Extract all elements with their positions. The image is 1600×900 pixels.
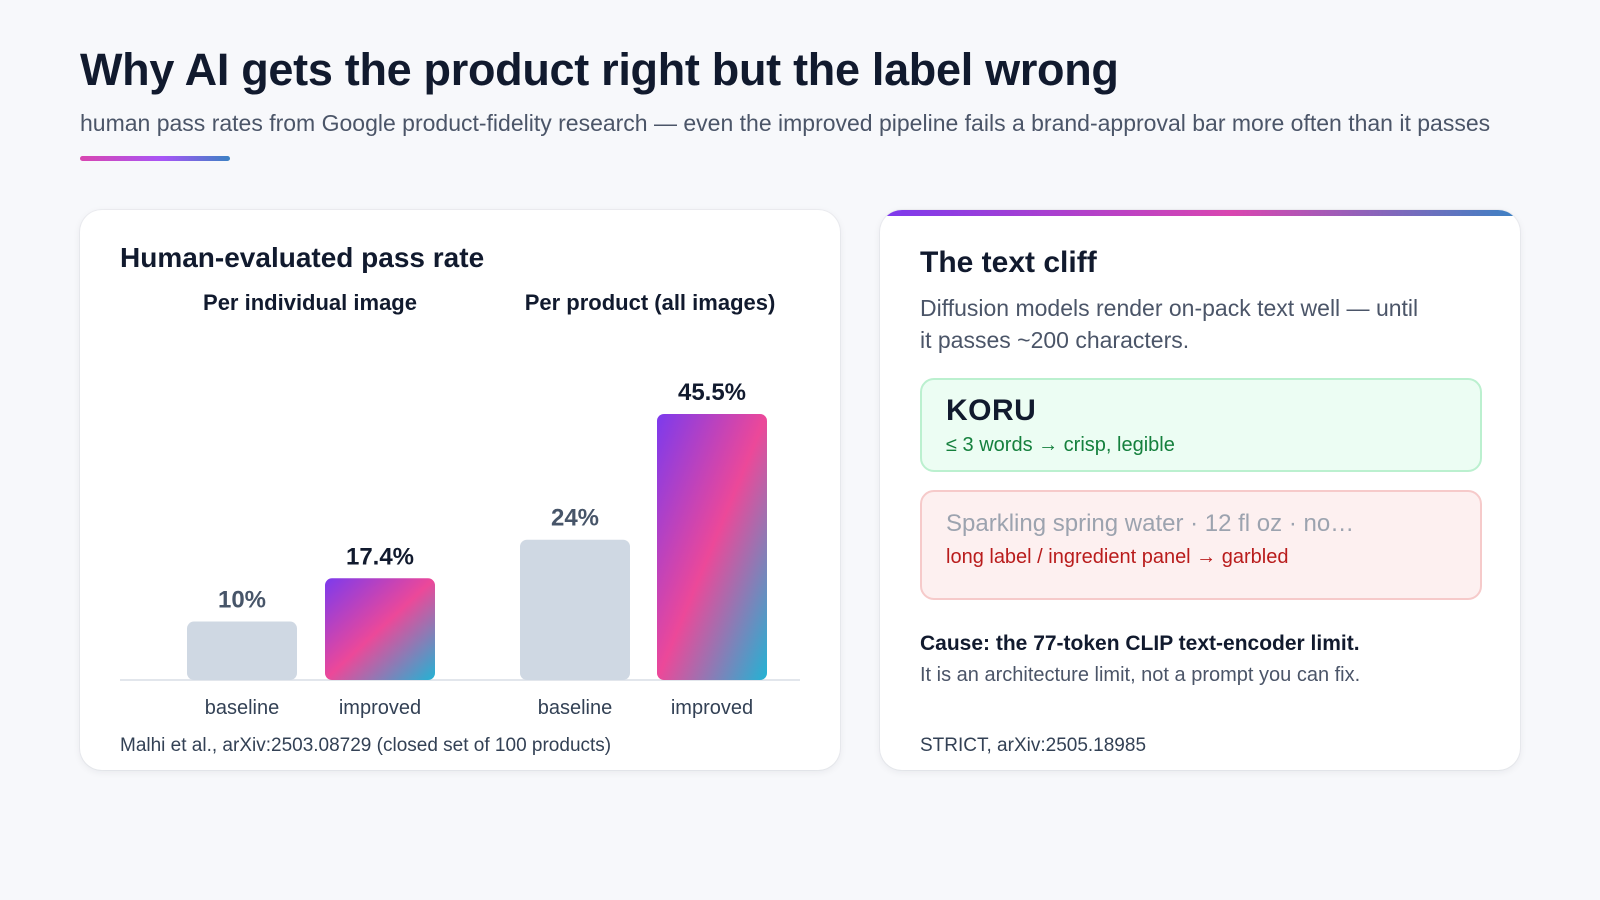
page-title: Why AI gets the product right but the la…	[80, 44, 1119, 95]
long-label-note: long label / ingredient panel → garbled	[946, 546, 1289, 568]
bar-per-product-baseline	[520, 539, 630, 680]
card-accent-bar	[880, 210, 1520, 216]
cause-body: It is an architecture limit, not a promp…	[920, 664, 1361, 686]
bar-per-image-improved	[325, 578, 435, 680]
bar-category-label: baseline	[538, 697, 613, 719]
long-label-example: Sparkling spring water · 12 fl oz · no… …	[920, 490, 1482, 600]
bar-per-image-baseline	[187, 621, 297, 680]
short-label-note: ≤ 3 words → crisp, legible	[946, 434, 1175, 456]
text-cliff-card: The text cliff Diffusion models render o…	[880, 210, 1520, 770]
short-label-word: KORU	[946, 394, 1037, 427]
bar-per-product-improved	[657, 414, 767, 680]
pass-rate-bar-chart: 10% baseline 17.4% improved 24% baseline 45.5%…	[120, 379, 800, 719]
bar-value-label: 17.4%	[346, 543, 414, 570]
text-cliff-description: Diffusion models render on-pack text wel…	[920, 295, 1419, 353]
text-cliff-title: The text cliff	[920, 246, 1097, 279]
chart-source: Malhi et al., arXiv:2503.08729 (closed s…	[120, 735, 612, 756]
bar-category-label: improved	[671, 697, 753, 719]
bar-category-label: improved	[339, 697, 421, 719]
bar-category-label: baseline	[205, 697, 280, 719]
pass-rate-card: Human-evaluated pass rate Per individual…	[80, 210, 840, 770]
chart-title: Human-evaluated pass rate	[120, 242, 485, 273]
bar-value-label: 10%	[218, 587, 266, 614]
cause-heading: Cause: the 77-token CLIP text-encoder li…	[920, 632, 1360, 655]
panel-title-per-image: Per individual image	[203, 290, 417, 315]
title-underline	[80, 156, 230, 161]
cliff-source: STRICT, arXiv:2505.18985	[920, 735, 1147, 756]
long-label-text: Sparkling spring water · 12 fl oz · no…	[946, 510, 1355, 537]
page-subtitle: human pass rates from Google product-fid…	[80, 110, 1491, 136]
bar-value-label: 45.5%	[678, 379, 746, 406]
panel-title-per-product: Per product (all images)	[524, 290, 776, 315]
bar-value-label: 24%	[551, 505, 599, 532]
short-label-example: KORU ≤ 3 words → crisp, legible	[920, 378, 1482, 472]
